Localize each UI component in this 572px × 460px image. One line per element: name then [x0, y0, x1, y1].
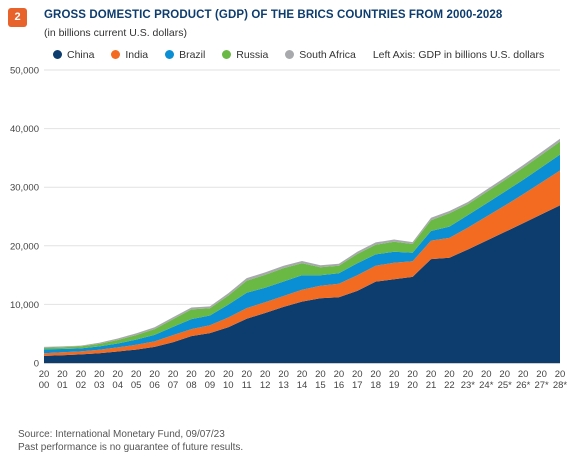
x-tick-label: 20 [407, 380, 418, 391]
x-tick-label: 13 [278, 380, 289, 391]
y-tick-label: 10,000 [10, 300, 39, 311]
chart-subtitle: (in billions current U.S. dollars) [44, 27, 187, 39]
legend-swatch-india [111, 50, 121, 59]
y-tick-label: 20,000 [10, 241, 39, 252]
x-tick-label: 20 [223, 369, 234, 380]
x-tick-label: 20 [389, 369, 400, 380]
x-tick-label: 20 [168, 369, 179, 380]
x-tick-label: 20 [94, 369, 105, 380]
x-tick-label: 20 [352, 369, 363, 380]
x-tick-label: 05 [131, 380, 142, 391]
legend-item-brazil: Brazil [165, 49, 205, 61]
x-tick-label: 20 [518, 369, 529, 380]
x-tick-label: 25* [498, 380, 513, 391]
x-tick-label: 17 [352, 380, 363, 391]
x-tick-label: 27* [534, 380, 549, 391]
x-tick-label: 20 [186, 369, 197, 380]
area-china [44, 205, 560, 363]
legend-label-india: India [125, 49, 149, 61]
x-tick-label: 04 [112, 380, 123, 391]
legend-label-russia: Russia [236, 49, 269, 61]
x-tick-label: 20 [407, 369, 418, 380]
legend-item-china: China [53, 49, 94, 61]
chart-legend: China India Brazil Russia South Africa L… [53, 49, 544, 61]
x-tick-label: 28* [553, 380, 568, 391]
x-tick-label: 00 [39, 380, 50, 391]
x-tick-label: 20 [315, 369, 326, 380]
x-tick-label: 20 [131, 369, 142, 380]
x-tick-label: 07 [168, 380, 179, 391]
x-tick-label: 09 [205, 380, 216, 391]
legend-item-india: India [111, 49, 148, 61]
legend-swatch-south-africa [285, 50, 295, 59]
x-tick-label: 20 [481, 369, 492, 380]
x-tick-label: 20 [463, 369, 474, 380]
x-tick-label: 20 [39, 369, 50, 380]
x-tick-label: 22 [444, 380, 455, 391]
series-areas [44, 138, 560, 363]
x-tick-label: 10 [223, 380, 234, 391]
x-tick-label: 20 [76, 369, 87, 380]
y-tick-label: 40,000 [10, 124, 39, 135]
x-tick-label: 15 [315, 380, 326, 391]
legend-swatch-russia [222, 50, 232, 59]
y-tick-label: 30,000 [10, 183, 39, 194]
x-tick-label: 20 [444, 369, 455, 380]
chart-footer: Source: International Monetary Fund, 09/… [18, 428, 243, 454]
x-tick-label: 20 [149, 369, 160, 380]
figure-number-badge: 2 [8, 8, 27, 27]
legend-item-russia: Russia [222, 49, 268, 61]
x-tick-label: 03 [94, 380, 105, 391]
x-tick-label: 20 [297, 369, 308, 380]
x-tick-label: 06 [149, 380, 160, 391]
x-tick-label: 20 [370, 369, 381, 380]
y-tick-label: 50,000 [10, 66, 39, 77]
x-tick-label: 26* [516, 380, 531, 391]
x-tick-label: 11 [242, 380, 252, 391]
x-tick-label: 20 [57, 369, 68, 380]
legend-item-south-africa: South Africa [285, 49, 356, 61]
legend-label-south-africa: South Africa [299, 49, 356, 61]
y-axis-ticks: 0 10,000 20,000 30,000 40,000 50,000 [10, 66, 39, 370]
x-tick-label: 19 [389, 380, 400, 391]
x-tick-label: 16 [334, 380, 345, 391]
legend-label-brazil: Brazil [179, 49, 206, 61]
legend-swatch-china [53, 50, 62, 59]
x-tick-label: 23* [461, 380, 476, 391]
axis-note: Left Axis: GDP in billions U.S. dollars [372, 49, 545, 61]
x-tick-label: 20 [112, 369, 123, 380]
legend-label-china: China [67, 49, 95, 61]
x-tick-label: 20 [278, 369, 289, 380]
x-tick-label: 20 [426, 369, 437, 380]
x-tick-label: 18 [370, 380, 381, 391]
x-tick-label: 20 [260, 369, 271, 380]
x-tick-label: 20 [555, 369, 566, 380]
x-tick-label: 08 [186, 380, 197, 391]
x-tick-label: 20 [334, 369, 345, 380]
chart-title: GROSS DOMESTIC PRODUCT (GDP) OF THE BRIC… [44, 9, 503, 21]
source-note: Source: International Monetary Fund, 09/… [18, 429, 225, 440]
legend-swatch-brazil [165, 50, 175, 59]
x-tick-label: 24* [479, 380, 494, 391]
x-tick-label: 20 [536, 369, 547, 380]
x-axis-ticks: 2000200120022003200420052006200720082009… [39, 369, 568, 391]
x-tick-label: 20 [499, 369, 510, 380]
x-tick-label: 01 [57, 380, 68, 391]
y-tick-label: 0 [34, 359, 39, 370]
x-tick-label: 12 [260, 380, 271, 391]
x-tick-label: 20 [241, 369, 252, 380]
x-tick-label: 21 [426, 380, 437, 391]
x-tick-label: 02 [76, 380, 87, 391]
x-tick-label: 20 [205, 369, 216, 380]
disclaimer-note: Past performance is no guarantee of futu… [18, 442, 244, 453]
x-tick-label: 14 [297, 380, 308, 391]
